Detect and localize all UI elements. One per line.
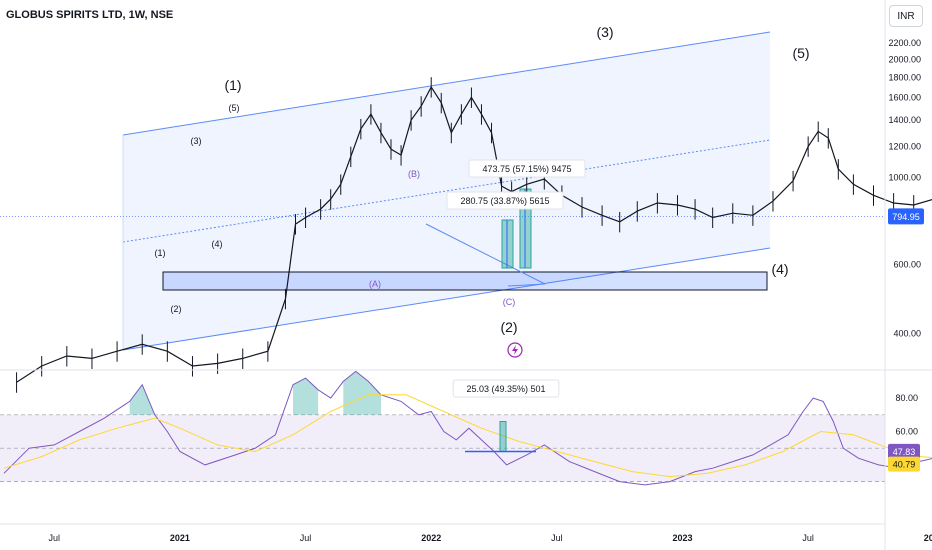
wave-label: (C) [503,297,516,307]
wave-label: (3) [596,24,613,40]
wave-label: (2) [171,304,182,314]
price-axis: 2200.00 2000.00 1800.00 1600.00 1400.00 1200.… [888,38,924,472]
rsi-panel: 25.03 (49.35%) 501 [0,370,932,486]
wave-label: (4) [212,239,223,249]
wave-label: (5) [792,45,809,61]
wave-label: (1) [155,248,166,258]
rsi-measure-label-bg [452,379,560,398]
measure-label-bg [468,159,586,178]
wave-label: (4) [771,261,788,277]
price-series-line [16,85,932,383]
last-price-badge-text: 794.95 [892,212,920,222]
time-tick-label: Jul [551,533,563,543]
wave-label: 280.75 (33.87%) 5615 [460,196,549,206]
wave-label: (5) [229,103,240,113]
channel-upper-line [122,31,771,136]
measure-label-bg [446,191,564,210]
wedge-upper-line [425,223,546,285]
price-panel: (1) (5) (3) (1) (4) (2) (B) (A) (C) (2) (3) (4) (5) 4… [0,24,932,393]
price-tick-label: 600.00 [893,259,921,269]
price-tick-label: 2200.00 [888,38,921,48]
rsi-tick-label: 80.00 [895,393,918,403]
wave-label: (1) [224,77,241,93]
rsi-measure-box [499,420,507,453]
rsi-badge [888,443,920,459]
price-tick-label: 1800.00 [888,72,921,82]
wedge-lower-line [507,283,546,287]
time-tick-label: 2024 [924,533,932,543]
price-tick-label: 400.00 [893,328,921,338]
rsi-overbought-fill [343,371,381,415]
lightning-icon-glyph [512,345,518,355]
time-tick-label: Jul [300,533,312,543]
wave-label: 473.75 (57.15%) 9475 [482,164,571,174]
time-tick-label: 2022 [421,533,441,543]
time-tick-label: Jul [49,533,61,543]
price-tick-label: 1200.00 [888,141,921,151]
currency-button[interactable]: INR [889,5,923,27]
rsi-ma-line [3,394,932,478]
wave-label: (3) [191,136,202,146]
time-tick-label: 2021 [170,533,190,543]
channel-mid-line [122,139,771,243]
rsi-overbought-fill [293,378,319,415]
rsi-badge-text: 47.83 [893,447,916,457]
price-tick-label: 1400.00 [888,115,921,125]
price-tick-label: 1000.00 [888,172,921,182]
wave-label: (2) [500,319,517,335]
channel-lower-line [122,247,771,351]
time-tick-label: 2023 [672,533,692,543]
rsi-overbought-fill [129,384,155,415]
price-tick-label: 1600.00 [888,92,921,102]
support-zone [162,271,768,291]
chart-title: GLOBUS SPIRITS LTD, 1W, NSE [6,9,174,21]
rsi-measure-label: 25.03 (49.35%) 501 [466,384,545,394]
wave-label: (B) [408,169,420,179]
price-tick-label: 2000.00 [888,54,921,64]
time-tick-label: Jul [802,533,814,543]
channel-fill [123,32,770,350]
rsi-tick-label: 60.00 [895,427,918,437]
rsi-ma-badge-text: 40.79 [893,460,916,470]
wave-label: (A) [369,279,381,289]
last-price-badge [888,208,924,225]
rsi-ma-badge [888,456,920,472]
